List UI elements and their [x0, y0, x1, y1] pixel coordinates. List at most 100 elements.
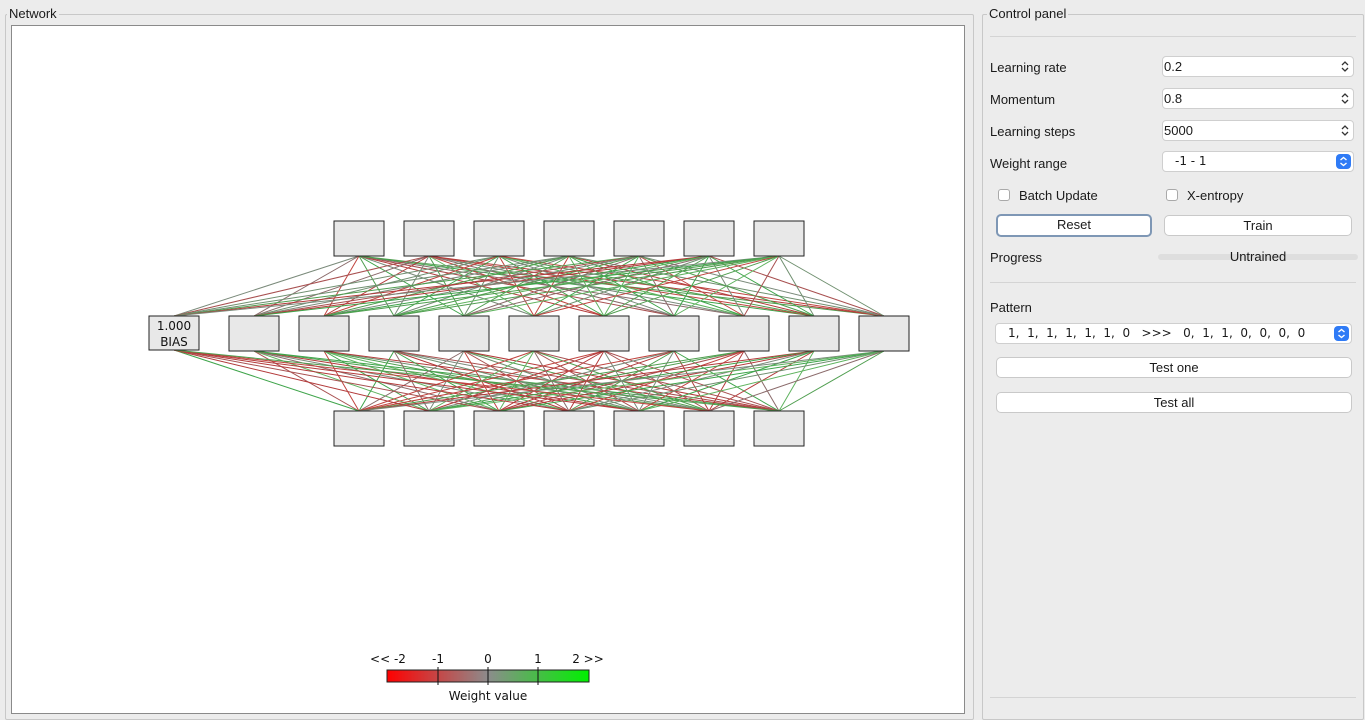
weight-connection: [393, 255, 780, 317]
output-node: [403, 410, 455, 447]
weight-connection: [173, 255, 640, 317]
reset-button[interactable]: Reset: [996, 214, 1152, 237]
weight-connection: [173, 349, 430, 412]
input-node: [683, 220, 735, 257]
stepper-arrows-icon[interactable]: [1340, 57, 1350, 76]
test-all-button[interactable]: Test all: [996, 392, 1352, 413]
weight-connection: [173, 349, 500, 412]
pattern-value: 1, 1, 1, 1, 1, 1, 0 >>> 0, 1, 1, 0, 0, 0…: [1008, 326, 1306, 340]
learning-rate-spinner[interactable]: 0.2: [1162, 56, 1354, 77]
weight-connection: [778, 255, 815, 317]
weight-connection: [323, 255, 780, 317]
weight-connection: [533, 255, 780, 317]
hidden-node: [228, 315, 280, 352]
train-button[interactable]: Train: [1164, 215, 1352, 236]
stepper-arrows-icon[interactable]: [1340, 89, 1350, 108]
legend-caption: Weight value: [449, 689, 527, 703]
divider: [990, 697, 1356, 698]
hidden-node: [648, 315, 700, 352]
weight-connection: [173, 349, 640, 412]
weight-connection: [778, 255, 885, 317]
hidden-node: [438, 315, 490, 352]
checkbox-box[interactable]: [1166, 189, 1178, 201]
learning-steps-value: 5000: [1164, 123, 1193, 138]
network-diagram: 1.000 BIAS << -2 -1 0 1 2 >> Weight valu…: [148, 220, 910, 703]
pattern-label: Pattern: [990, 300, 1032, 315]
neuron-nodes: [228, 220, 910, 447]
weight-connection: [173, 349, 710, 412]
hidden-node: [578, 315, 630, 352]
weight-connection: [253, 255, 780, 317]
weight-connection: [463, 255, 780, 317]
learning-rate-value: 0.2: [1164, 59, 1183, 74]
hidden-node: [858, 315, 910, 352]
input-node: [473, 220, 525, 257]
batch-update-label: Batch Update: [1019, 188, 1098, 203]
weight-connection: [173, 255, 430, 317]
weight-connection: [778, 350, 885, 412]
momentum-label: Momentum: [990, 92, 1056, 107]
legend-tick-label: -1: [432, 652, 444, 666]
weight-connection: [253, 255, 500, 317]
weight-connection: [708, 350, 885, 412]
network-panel-title: Network: [7, 6, 59, 21]
weight-connection: [173, 255, 360, 317]
checkbox-box[interactable]: [998, 189, 1010, 201]
weight-range-label: Weight range: [990, 156, 1068, 171]
weight-legend: << -2 -1 0 1 2 >> Weight value: [370, 652, 604, 703]
bias-node: [148, 315, 200, 351]
hidden-node: [368, 315, 420, 352]
chevron-updown-icon[interactable]: [1336, 154, 1351, 169]
output-node: [333, 410, 385, 447]
x-entropy-label: X-entropy: [1187, 188, 1244, 203]
network-canvas: 1.000 BIAS << -2 -1 0 1 2 >> Weight valu…: [11, 25, 965, 714]
progress-label: Progress: [990, 250, 1043, 265]
hidden-node: [298, 315, 350, 352]
hidden-node: [788, 315, 840, 352]
control-panel-title: Control panel: [987, 6, 1069, 21]
weight-connection: [603, 255, 780, 317]
divider: [990, 36, 1356, 37]
weight-connection: [358, 350, 885, 412]
legend-tick-label: 1: [534, 652, 542, 666]
output-node: [613, 410, 665, 447]
pattern-select[interactable]: 1, 1, 1, 1, 1, 1, 0 >>> 0, 1, 1, 0, 0, 0…: [995, 323, 1352, 344]
momentum-spinner[interactable]: 0.8: [1162, 88, 1354, 109]
input-node: [613, 220, 665, 257]
weight-range-select[interactable]: -1 - 1: [1162, 151, 1354, 172]
chevron-updown-icon[interactable]: [1334, 326, 1349, 341]
progress-status: Untrained: [1229, 249, 1287, 264]
weight-connection: [638, 350, 885, 412]
weight-connection: [173, 255, 500, 317]
output-node: [473, 410, 525, 447]
weight-connection: [358, 350, 745, 412]
test-one-button[interactable]: Test one: [996, 357, 1352, 378]
progress-bar: [1158, 254, 1358, 260]
momentum-value: 0.8: [1164, 91, 1183, 106]
x-entropy-checkbox[interactable]: X-entropy: [1166, 188, 1286, 204]
input-node: [333, 220, 385, 257]
weight-connection: [253, 255, 430, 317]
learning-steps-label: Learning steps: [990, 124, 1076, 139]
weight-connections: [173, 255, 885, 412]
output-node: [683, 410, 735, 447]
legend-tick-label: << -2: [370, 652, 406, 666]
weight-connection: [173, 349, 780, 412]
divider: [990, 282, 1356, 283]
weight-connection: [253, 255, 640, 317]
bias-value: 1.000: [157, 319, 191, 333]
batch-update-checkbox[interactable]: Batch Update: [998, 188, 1118, 204]
learning-steps-spinner[interactable]: 5000: [1162, 120, 1354, 141]
weight-range-value: -1 - 1: [1175, 154, 1207, 168]
stepper-arrows-icon[interactable]: [1340, 121, 1350, 140]
input-node: [403, 220, 455, 257]
weight-connection: [428, 350, 885, 412]
weight-connection: [358, 350, 675, 412]
output-node: [753, 410, 805, 447]
weight-connection: [673, 255, 780, 317]
weight-connection: [173, 255, 570, 317]
hidden-node: [718, 315, 770, 352]
weight-connection: [568, 350, 885, 412]
weight-connection: [173, 349, 570, 412]
learning-rate-label: Learning rate: [990, 60, 1067, 75]
